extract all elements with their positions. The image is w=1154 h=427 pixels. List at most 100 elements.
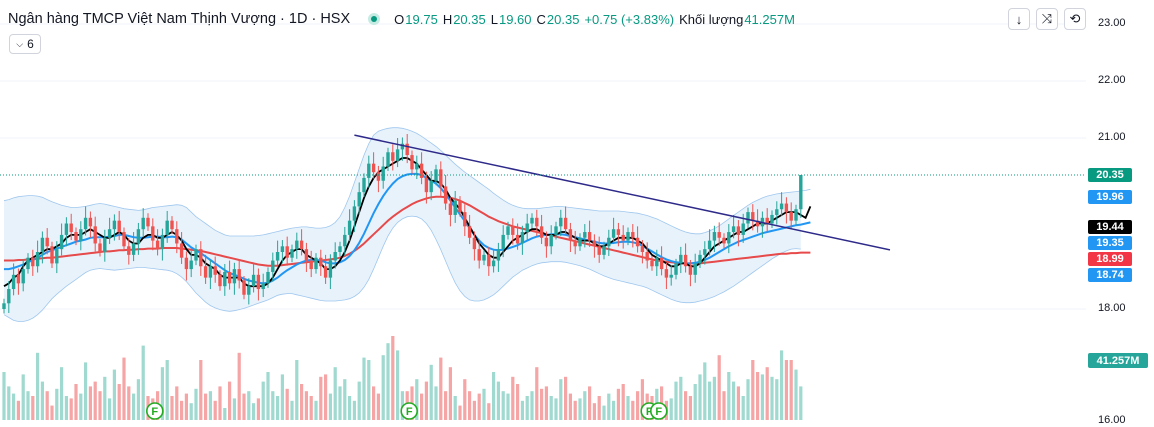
candle-body: [117, 220, 121, 233]
volume-bar: [525, 396, 529, 420]
symbol-title[interactable]: Ngân hàng TMCP Việt Nam Thịnh Vượng · 1D…: [8, 11, 351, 27]
candle-body: [16, 274, 21, 284]
candle-body: [184, 257, 189, 270]
candle-body: [659, 257, 664, 270]
candle-body: [131, 243, 136, 255]
candle-body: [367, 163, 371, 178]
fullscreen-button[interactable]: ⤨: [1036, 8, 1058, 30]
volume-bar: [180, 400, 184, 420]
candle-body: [587, 232, 592, 241]
volume-bar: [252, 403, 256, 420]
candle-body: [45, 237, 49, 247]
volume-bar: [304, 391, 308, 420]
volume-bar: [280, 374, 284, 420]
trendline[interactable]: [354, 134, 891, 251]
volume-bar: [36, 352, 40, 420]
volume-bar: [2, 372, 6, 420]
candle-body: [703, 249, 707, 255]
candle-body: [597, 246, 601, 255]
candle-body: [458, 200, 462, 213]
axis-tick-label: 21.00: [1098, 131, 1126, 143]
volume-bar: [21, 374, 25, 420]
close-value: 20.35: [546, 11, 580, 27]
axis-tick-label: 23.00: [1098, 17, 1126, 29]
candle-body: [779, 203, 784, 210]
volume-bar: [544, 386, 548, 420]
candle-body: [602, 246, 606, 255]
candle-body: [707, 240, 712, 250]
volume-bar: [679, 376, 683, 420]
volume-bar: [170, 396, 174, 420]
candle-body: [775, 209, 779, 215]
volume-bar: [228, 381, 232, 420]
volume-bar: [631, 400, 635, 420]
volume-bar: [381, 355, 385, 420]
volume-bar: [684, 391, 688, 420]
candle-body: [799, 175, 803, 210]
volume-bar: [189, 403, 193, 420]
indicators-toggle-button[interactable]: ⌵ 6: [9, 34, 41, 54]
volume-bar: [717, 355, 721, 420]
volume-bar: [386, 343, 390, 420]
volume-bar: [266, 372, 270, 420]
event-marker-circle: [400, 402, 419, 420]
candle-body: [232, 269, 237, 284]
volume-bar: [74, 384, 78, 420]
candle-body: [299, 240, 304, 250]
band-lower-line: [3, 215, 801, 322]
volume-bar: [64, 396, 68, 420]
candle-body: [74, 232, 78, 241]
open-label: O: [394, 11, 405, 27]
volume-bar: [338, 386, 342, 420]
volume-bar: [794, 369, 798, 420]
candle-body: [2, 303, 6, 309]
candle-body: [256, 274, 261, 290]
volume-bar: [429, 364, 433, 420]
candle-body: [631, 232, 635, 238]
restore-button[interactable]: ⟲: [1064, 8, 1086, 30]
volume-bar: [578, 398, 582, 420]
volume-bar: [780, 350, 784, 420]
candle-body: [573, 240, 577, 247]
candle-body: [467, 226, 472, 238]
chevron-down-icon: ⌵: [16, 38, 24, 49]
candle-body: [165, 220, 169, 235]
volume-bar: [232, 398, 236, 420]
volume-bar: [602, 405, 606, 420]
volume-tag: 41.257M: [1088, 353, 1148, 368]
volume-bar: [362, 357, 366, 420]
candle-body: [472, 237, 477, 250]
volume-bar: [12, 393, 16, 420]
volume-bar: [722, 391, 726, 420]
high-label: H: [442, 11, 453, 27]
volume-bar: [535, 367, 539, 420]
candle-body: [7, 289, 11, 304]
candle-body: [616, 229, 621, 235]
low-value: 19.60: [498, 11, 532, 27]
volume-bar: [132, 393, 136, 420]
restore-icon: ⟲: [1069, 11, 1081, 26]
volume-bar: [141, 345, 145, 420]
candle-body: [496, 249, 501, 261]
candle-body: [693, 263, 697, 275]
volume-bar: [448, 367, 452, 420]
candle-body: [376, 172, 381, 181]
candle-body: [223, 271, 227, 287]
candle-body: [410, 155, 414, 170]
candle-body: [146, 217, 150, 227]
candle-body: [424, 177, 429, 193]
candle-body: [539, 226, 544, 238]
candle-body: [79, 229, 83, 241]
scroll-down-button[interactable]: ↓: [1008, 8, 1030, 30]
candle-body: [415, 163, 419, 170]
candle-body: [626, 232, 630, 241]
market-status-dot-icon: [368, 13, 381, 25]
volume-bar: [204, 393, 208, 420]
candle-body: [314, 257, 318, 270]
volume-bar: [784, 360, 788, 420]
candle-body: [328, 260, 333, 278]
candle-body: [491, 260, 496, 267]
volume-bar: [453, 396, 457, 420]
volume-bar: [420, 393, 424, 420]
